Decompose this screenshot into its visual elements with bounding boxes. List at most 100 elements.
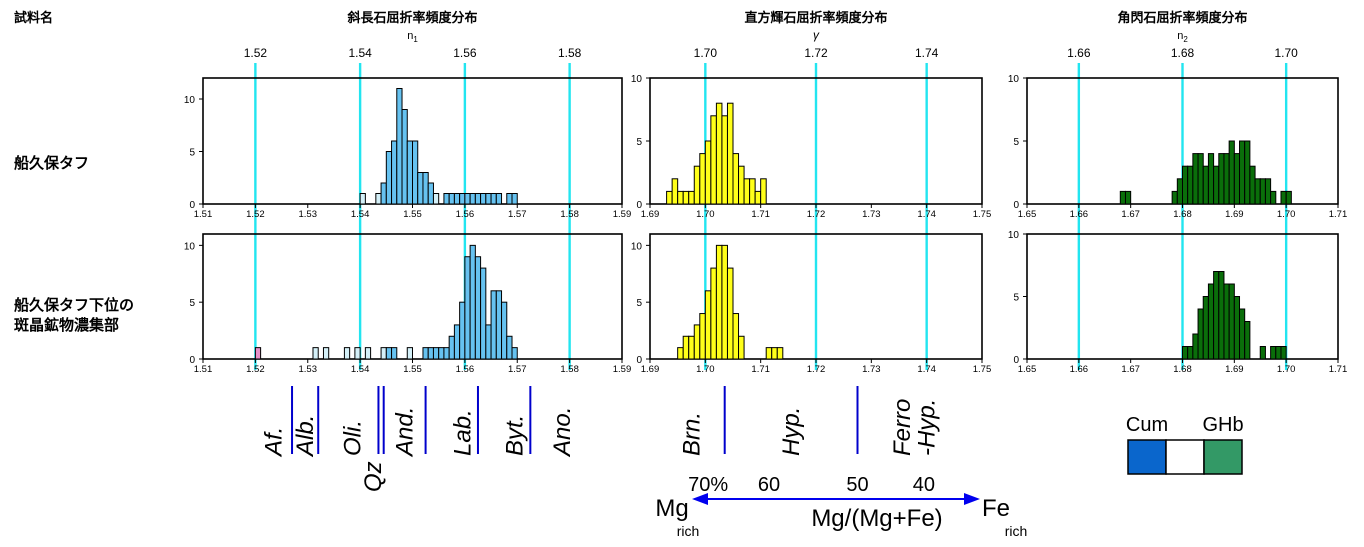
histogram-bar — [1280, 346, 1287, 360]
x-tick-label: 1.74 — [917, 209, 936, 220]
histogram-bar — [771, 347, 778, 360]
histogram-bar — [396, 88, 403, 205]
histogram-bar — [765, 347, 773, 360]
class-label: Oli. — [339, 420, 366, 456]
plot-frame — [202, 233, 623, 360]
histogram-bar — [495, 290, 503, 360]
histogram-bar — [391, 140, 398, 205]
x-tick-label: 1.71 — [751, 209, 770, 220]
chart-title-1: 直方輝石屈折率頻度分布 — [744, 10, 887, 25]
y-tick-label: 5 — [189, 148, 195, 159]
y-tick-label: 10 — [631, 74, 643, 85]
histogram-bar — [501, 301, 508, 360]
x-tick-label: 1.52 — [246, 209, 265, 220]
x-tick-label: 1.56 — [456, 364, 475, 375]
histogram-bar — [1254, 178, 1261, 205]
histogram-bar — [401, 109, 408, 205]
x-tick-label: 1.67 — [1121, 364, 1140, 375]
histogram-bar — [1239, 308, 1246, 360]
y-tick-label: 5 — [636, 298, 642, 309]
y-tick-label: 10 — [184, 241, 196, 252]
histogram-bar — [1270, 190, 1277, 205]
histogram-bar — [322, 347, 330, 360]
class-label: Hyp. — [778, 407, 805, 456]
histogram-bar — [364, 347, 372, 360]
x-tick-label: 1.69 — [641, 364, 660, 375]
x-tick-label: 1.69 — [1225, 209, 1244, 220]
histogram-bar — [254, 347, 262, 360]
histogram-bar — [738, 165, 745, 205]
histogram-bar — [385, 151, 393, 205]
x-tick-label: 1.70 — [696, 364, 715, 375]
class-label: Alb. — [292, 415, 319, 458]
x-tick-label: 1.72 — [807, 209, 826, 220]
subtitle-main: n — [1177, 30, 1183, 42]
histogram-bar — [1197, 308, 1204, 360]
histogram-bar — [391, 347, 398, 360]
y-tick-label: 10 — [1008, 74, 1020, 85]
x-tick-label: 1.51 — [194, 364, 213, 375]
histogram-bar — [427, 347, 434, 360]
x-tick-label: 1.75 — [973, 209, 992, 220]
histogram-bar — [1124, 190, 1132, 205]
histogram-bar — [343, 347, 351, 360]
histogram-bar — [726, 102, 734, 205]
subtitle-subscript: 1 — [413, 35, 418, 44]
fe-label: Fe — [982, 495, 1010, 522]
histogram-bar — [710, 267, 717, 360]
histogram-bar — [682, 190, 690, 205]
class-label: -Hyp. — [914, 399, 941, 456]
composition-percent: 70% — [688, 474, 728, 496]
x-tick-label: 1.67 — [1121, 209, 1140, 220]
x-tick-label: 1.69 — [641, 209, 660, 220]
x-tick-label: 1.73 — [862, 364, 881, 375]
chart-subtitle-1: γ — [813, 28, 820, 42]
histogram-bar — [1192, 153, 1199, 205]
top-tick-label: 1.66 — [1067, 46, 1091, 60]
histogram-bar — [1207, 283, 1215, 360]
x-tick-label: 1.71 — [1329, 209, 1348, 220]
histogram-bar — [406, 347, 414, 360]
sample-name-header: 試料名 — [14, 10, 53, 25]
histogram-bar — [312, 347, 319, 360]
histogram-bar — [443, 193, 450, 205]
histogram-bar — [474, 256, 482, 360]
row-label-2-line-2: 斑晶鉱物濃集部 — [14, 316, 119, 334]
histogram-bar — [715, 244, 723, 360]
legend-swatch — [1165, 439, 1205, 475]
histogram-bar — [688, 190, 695, 205]
histogram-bar — [671, 178, 679, 205]
mg-label: Mg — [655, 495, 688, 522]
y-tick-label: 10 — [1008, 230, 1020, 241]
histogram-bar — [721, 244, 728, 360]
x-tick-label: 1.71 — [751, 364, 770, 375]
histogram-bar — [699, 313, 706, 360]
histogram-bar — [506, 335, 513, 360]
histogram-bar — [448, 193, 455, 205]
class-label: And. — [392, 407, 419, 458]
x-tick-label: 1.69 — [1225, 364, 1244, 375]
legend-swatch — [1127, 439, 1167, 475]
x-tick-label: 1.57 — [508, 364, 527, 375]
x-tick-label: 1.59 — [613, 364, 632, 375]
histogram-bar — [754, 190, 762, 205]
histogram-bar — [726, 267, 734, 360]
histogram-bar — [682, 335, 690, 360]
histogram-bar — [1259, 346, 1266, 360]
histogram-bar — [432, 347, 440, 360]
top-tick-label: 1.70 — [1274, 46, 1298, 60]
histogram-bar — [1244, 321, 1251, 360]
composition-arrow-right — [964, 493, 980, 505]
histogram-bar — [422, 347, 429, 360]
y-tick-label: 5 — [636, 137, 642, 148]
x-tick-label: 1.66 — [1070, 209, 1089, 220]
y-tick-label: 5 — [1013, 137, 1019, 148]
histogram-bar — [776, 347, 784, 360]
y-tick-label: 0 — [1013, 355, 1019, 366]
chart-title-2: 角閃石屈折率頻度分布 — [1117, 10, 1247, 25]
x-tick-label: 1.68 — [1173, 209, 1192, 220]
row-label-2-line-1: 船久保タフ下位の — [14, 296, 134, 314]
histogram-bar — [453, 324, 461, 360]
y-tick-label: 0 — [636, 200, 642, 211]
chart-title-0: 斜長石屈折率頻度分布 — [346, 10, 477, 25]
